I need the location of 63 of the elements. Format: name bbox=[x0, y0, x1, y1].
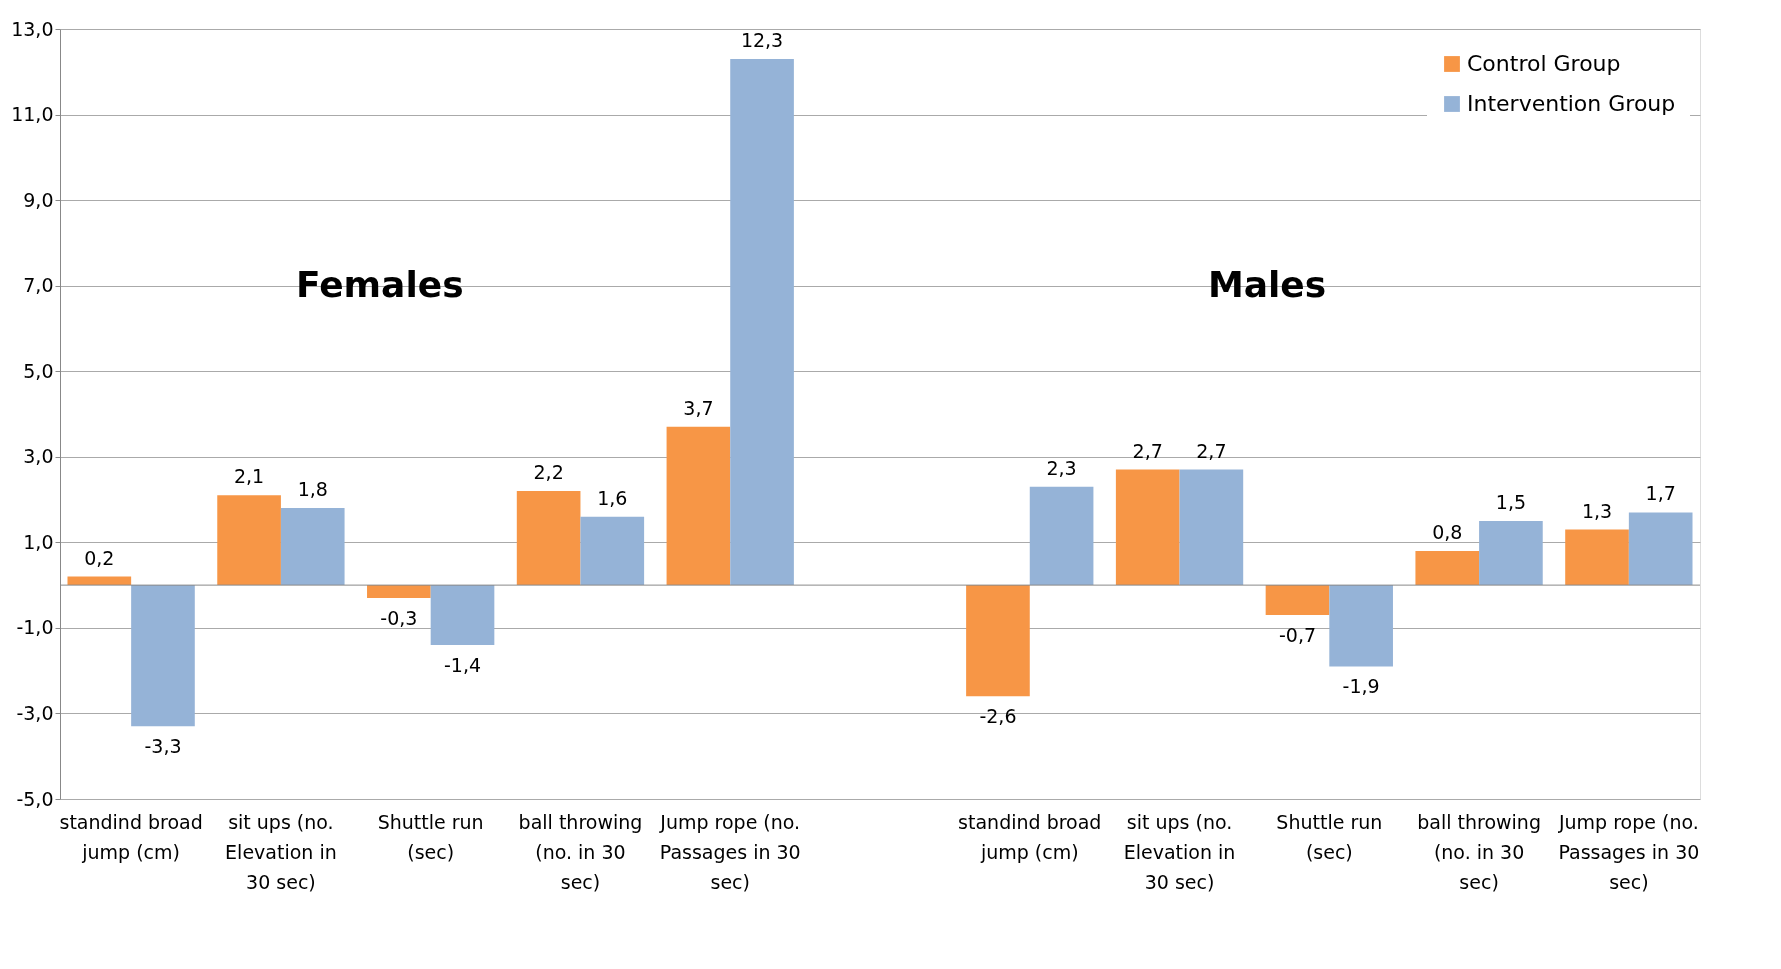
y-tick-label: 7,0 bbox=[23, 274, 54, 297]
x-tick-label: standind broad jump (cm) bbox=[59, 810, 203, 863]
data-label: 2,1 bbox=[233, 465, 265, 488]
bar bbox=[280, 508, 345, 586]
bar bbox=[1565, 529, 1629, 586]
data-label: -1,4 bbox=[443, 654, 482, 676]
x-tick-label: sit ups (no. Elevation in 30 sec) bbox=[225, 810, 337, 893]
bar bbox=[1265, 585, 1330, 616]
bar bbox=[1115, 469, 1180, 586]
y-tick-label: 9,0 bbox=[23, 188, 54, 211]
x-tick-label: Shuttle run (sec) bbox=[377, 810, 484, 863]
bar bbox=[1329, 585, 1393, 667]
data-label: 12,3 bbox=[740, 28, 784, 51]
y-tick-label: 11,0 bbox=[11, 103, 54, 126]
data-label: 0,8 bbox=[1432, 520, 1463, 543]
bar bbox=[1415, 550, 1480, 586]
bar bbox=[580, 516, 645, 586]
bar bbox=[1179, 469, 1244, 586]
data-label: 3,7 bbox=[683, 396, 714, 419]
x-tick-label: standind broad jump (cm) bbox=[958, 810, 1102, 863]
y-tick-label: -5,0 bbox=[16, 787, 54, 810]
y-tick-label: -1,0 bbox=[16, 616, 54, 639]
y-tick-label: 5,0 bbox=[23, 359, 54, 382]
x-tick-label: Jump rope (no. Passages in 30 sec) bbox=[659, 810, 801, 893]
y-tick-label: -3,0 bbox=[16, 701, 54, 724]
data-label: -3,3 bbox=[144, 735, 182, 758]
y-tick-label: 13,0 bbox=[11, 17, 54, 40]
bar bbox=[217, 495, 281, 586]
data-label: 2,3 bbox=[1046, 456, 1077, 479]
data-label: 1,7 bbox=[1645, 482, 1676, 505]
x-tick-label: ball throwing (no. in 30 sec) bbox=[1417, 810, 1541, 893]
x-tick-label: Shuttle run (sec) bbox=[1276, 810, 1383, 863]
y-tick-label: 1,0 bbox=[23, 530, 54, 553]
data-label: 1,8 bbox=[297, 478, 328, 501]
bar bbox=[1628, 512, 1693, 586]
data-label: 1,3 bbox=[1581, 499, 1613, 522]
data-label: 0,2 bbox=[84, 546, 115, 569]
x-tick-label: Jump rope (no. Passages in 30 sec) bbox=[1557, 810, 1700, 893]
bar bbox=[666, 426, 731, 586]
x-tick-label: sit ups (no. Elevation in 30 sec) bbox=[1123, 810, 1236, 893]
bar bbox=[730, 58, 794, 586]
bar bbox=[1479, 520, 1543, 586]
data-label: -0,7 bbox=[1278, 624, 1317, 647]
data-label: 2,7 bbox=[1132, 439, 1163, 462]
y-tick-label: 3,0 bbox=[23, 445, 54, 468]
legend-label: Control Group bbox=[1467, 51, 1621, 76]
x-tick-label: ball throwing (no. in 30 sec) bbox=[518, 810, 643, 893]
data-label: -2,6 bbox=[979, 705, 1017, 728]
bar bbox=[131, 585, 195, 727]
annotation: Males bbox=[1207, 263, 1327, 305]
data-label: 2,7 bbox=[1196, 439, 1227, 462]
bar bbox=[430, 585, 495, 645]
annotation: Females bbox=[296, 263, 464, 305]
data-label: 1,6 bbox=[597, 486, 628, 509]
data-label: -0,3 bbox=[380, 606, 418, 629]
bar bbox=[966, 585, 1030, 697]
data-label: 1,5 bbox=[1495, 490, 1527, 513]
data-label: -1,9 bbox=[1342, 675, 1380, 698]
legend-label: Intervention Group bbox=[1467, 91, 1676, 116]
bar bbox=[516, 491, 581, 586]
bar bbox=[367, 585, 431, 598]
data-label: 2,2 bbox=[533, 461, 564, 483]
bar bbox=[1029, 486, 1094, 586]
